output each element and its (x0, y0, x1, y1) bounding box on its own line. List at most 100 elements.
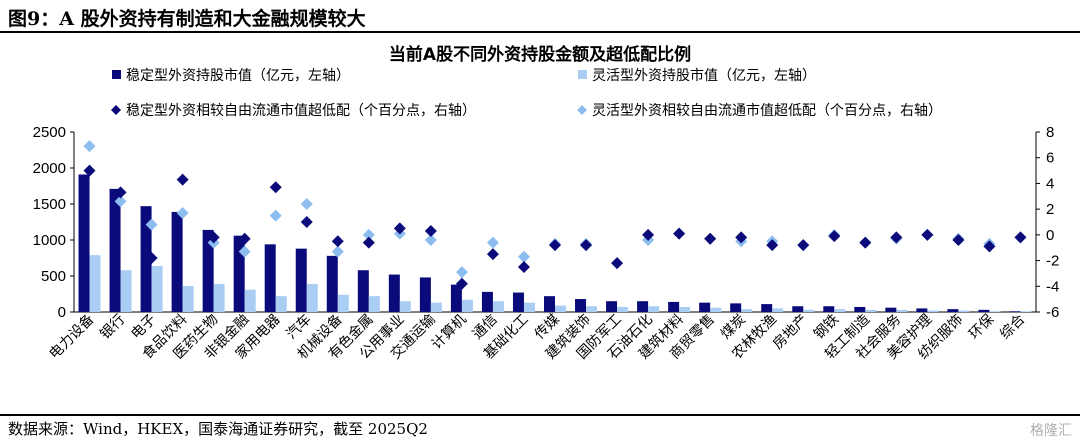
bar-stable (885, 307, 897, 312)
bar-flexible (772, 308, 784, 312)
bar-stable (171, 211, 183, 312)
bar-stable (326, 255, 338, 312)
marker-flexible (517, 250, 530, 263)
marker-stable (517, 261, 530, 273)
marker-stable (766, 239, 779, 252)
bar-flexible (617, 306, 629, 312)
bar-flexible (679, 306, 691, 312)
bar-stable (916, 308, 928, 312)
marker-stable (859, 236, 872, 249)
marker-stable (486, 248, 499, 261)
y-right-tick-label: 0 (1046, 227, 1054, 244)
figure-title: 图9：A 股外资持有制造和大金融规模较大 (8, 8, 366, 30)
bar-stable (109, 188, 121, 312)
marker-stable (921, 228, 934, 241)
y-left-tick-label: 2500 (33, 124, 66, 141)
bar-flexible (120, 270, 132, 312)
bar-stable (481, 291, 493, 312)
bar-flexible (865, 309, 877, 312)
bar-stable (295, 248, 307, 312)
marker-flexible (455, 266, 468, 279)
marker-stable (580, 239, 593, 252)
bar-stable (668, 301, 680, 312)
bottom-rule (0, 414, 1080, 416)
y-left-tick-label: 500 (41, 268, 66, 285)
bar-stable (544, 296, 555, 312)
bar-stable (854, 306, 866, 312)
legend-swatch (112, 70, 121, 79)
bar-stable (730, 303, 742, 312)
marker-flexible (238, 245, 251, 258)
marker-stable (890, 231, 903, 244)
bar-flexible (337, 294, 349, 312)
bar-stable (699, 302, 711, 312)
bar-stable (512, 292, 524, 312)
category-label: 银行 (97, 312, 128, 343)
marker-flexible (486, 236, 499, 249)
marker-stable (455, 277, 468, 290)
marker-stable (176, 173, 189, 186)
marker-flexible (331, 245, 344, 258)
y-right-tick-label: 4 (1046, 175, 1054, 192)
bar-flexible (834, 309, 846, 312)
category-label: 电力设备 (46, 311, 98, 363)
marker-stable (735, 231, 748, 244)
legend-swatch (111, 105, 121, 115)
bar-stable (450, 284, 462, 312)
bar-flexible (710, 307, 722, 312)
bar-stable (357, 270, 369, 312)
bar-flexible (275, 296, 287, 312)
watermark: 格隆汇 (1030, 423, 1072, 439)
marker-stable (300, 216, 313, 228)
bar-stable (419, 277, 431, 312)
bar-stable (792, 306, 804, 312)
marker-flexible (145, 218, 158, 231)
bar-flexible (741, 309, 753, 312)
bar-flexible (1020, 311, 1032, 312)
marker-stable (797, 239, 810, 252)
marker-stable (828, 230, 841, 243)
marker-stable (83, 164, 96, 177)
y-right-tick-label: -6 (1046, 304, 1059, 321)
bar-flexible (430, 302, 442, 312)
marker-stable (393, 222, 406, 235)
y-left-tick-label: 2000 (33, 160, 66, 177)
category-label: 房地产 (770, 312, 811, 353)
bar-flexible (989, 311, 1001, 312)
marker-flexible (362, 228, 375, 241)
bar-flexible (586, 306, 598, 312)
bar-stable (140, 206, 152, 312)
legend-swatch (578, 70, 587, 79)
y-left-tick-label: 1500 (33, 196, 66, 213)
bar-stable (202, 229, 214, 312)
bar-flexible (896, 309, 908, 312)
bar-stable (233, 235, 245, 312)
marker-stable (983, 240, 996, 253)
category-label: 综合 (997, 312, 1028, 343)
bar-stable (823, 306, 835, 312)
marker-stable (642, 228, 655, 241)
marker-stable (362, 236, 375, 249)
y-right-tick-label: 6 (1046, 150, 1054, 167)
marker-flexible (83, 140, 96, 153)
legend-swatch (577, 105, 587, 115)
chart-title: 当前A股不同外资持股金额及超低配比例 (388, 45, 692, 65)
marker-stable (207, 231, 220, 244)
marker-stable (952, 234, 965, 246)
y-left-tick-label: 0 (58, 304, 66, 321)
category-label: 计算机 (429, 312, 470, 353)
bar-flexible (648, 306, 660, 312)
bar-stable (761, 304, 773, 312)
bar-flexible (523, 302, 535, 312)
marker-flexible (176, 207, 189, 219)
y-right-tick-label: -2 (1046, 253, 1059, 270)
source-note: 数据来源：Wind，HKEX，国泰海通证券研究，截至 2025Q2 (8, 420, 428, 438)
y-left-tick-label: 1000 (33, 232, 66, 249)
bar-flexible (89, 255, 101, 312)
bar-stable (606, 301, 618, 312)
bar-flexible (182, 286, 194, 312)
legend-label: 稳定型外资持股市值（亿元，左轴） (126, 67, 350, 84)
bar-stable (947, 309, 959, 312)
y-right-tick-label: -4 (1046, 278, 1059, 295)
